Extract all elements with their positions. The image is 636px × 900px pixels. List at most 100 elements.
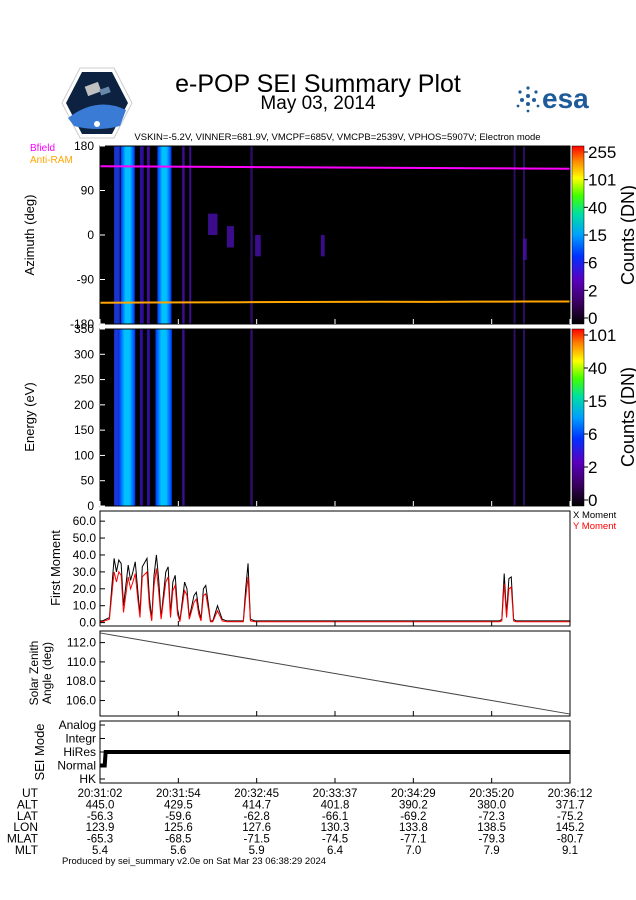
xaxis-cell: 5.9 (249, 845, 265, 857)
xaxis-cell: 20:36:12 (548, 788, 593, 800)
xaxis-cell: 127.6 (242, 822, 271, 834)
first-moment-ytick-label: 50.0 (73, 531, 97, 545)
azimuth-blob (523, 238, 527, 260)
azimuth-streak (114, 146, 120, 324)
colorbar-tick-label: 2 (588, 458, 597, 477)
azimuth-ytick-label: 90 (81, 184, 95, 198)
azimuth-colorbar (571, 145, 585, 325)
xaxis-cell: 20:31:02 (78, 788, 123, 800)
energy-ytick-label: 300 (74, 347, 94, 361)
sei-mode-ytick-label: HK (79, 772, 96, 786)
sei-mode-ylabel: SEI Mode (32, 723, 47, 780)
energy-ytick-label: 350 (74, 322, 94, 336)
xaxis-cell: -71.5 (244, 834, 270, 846)
energy-ytick-label: 0 (87, 499, 94, 513)
solar-zenith-ytick-label: 108.0 (66, 674, 96, 688)
xaxis-cell: -65.3 (87, 834, 113, 846)
bfield-line (99, 165, 571, 170)
xaxis-cell: 401.8 (321, 799, 350, 811)
energy-ylabel: Energy (eV) (22, 382, 37, 451)
azimuth-ylabel: Azimuth (deg) (22, 195, 37, 276)
energy-colorbar (571, 328, 585, 507)
xaxis-row-label: MLAT (7, 832, 39, 846)
legend-y-moment: Y Moment (573, 521, 616, 532)
azimuth-ytick-label: 0 (87, 228, 94, 242)
xaxis-cell: 429.5 (164, 799, 193, 811)
first-moment-ytick-label: 60.0 (73, 514, 97, 528)
solar-zenith-ylabel-1: Solar Zenith (27, 641, 41, 706)
sei-mode-ytick-label: Normal (57, 759, 96, 773)
xaxis-cell: -75.2 (557, 811, 583, 823)
colorbar-tick-label: 15 (588, 226, 607, 245)
legend-antiram: Anti-RAM (30, 155, 73, 166)
xaxis-cell: 20:33:37 (313, 788, 358, 800)
x-moment-line (100, 554, 570, 622)
colorbar-tick-label: 255 (588, 143, 616, 162)
solar-zenith-ylabel-2: Angle (deg) (40, 642, 54, 704)
legend-x-moment: X Moment (573, 510, 617, 521)
xaxis-cell: 9.1 (562, 845, 578, 857)
azimuth-streak (147, 146, 150, 324)
xaxis-cell: 6.4 (327, 845, 344, 857)
energy-streak (182, 329, 185, 506)
colorbar-tick-label: 2 (588, 281, 597, 300)
energy-streak (147, 329, 150, 506)
esa-logo-text: esa (542, 83, 589, 114)
first-moment-ytick-label: 40.0 (73, 548, 97, 562)
xaxis-cell: -62.8 (244, 811, 270, 823)
azimuth-streak (139, 146, 144, 324)
energy-streak (139, 329, 143, 506)
energy-ytick-label: 150 (74, 423, 94, 437)
colorbar-tick-label: 101 (588, 171, 616, 190)
xaxis-cell: 145.2 (556, 822, 585, 834)
first-moment-ytick-label: 0.0 (79, 616, 96, 630)
solar-zenith-ytick-label: 106.0 (66, 694, 96, 708)
energy-streak (114, 329, 119, 506)
solar-zenith-ytick-label: 112.0 (67, 636, 96, 650)
azimuth-colorbar-label: Counts (DN) (618, 185, 636, 285)
azimuth-plot-area (100, 146, 570, 324)
footer-credit: Produced by sei_summary v2.0e on Sat Mar… (62, 856, 327, 867)
azimuth-blob (255, 235, 261, 257)
xaxis-cell: 20:35:20 (469, 788, 514, 800)
xaxis-cell: -74.5 (322, 834, 348, 846)
xaxis-cell: 7.0 (405, 845, 421, 857)
azimuth-blob (226, 226, 234, 248)
antiram-line (99, 300, 571, 304)
xaxis-cell: 445.0 (86, 799, 115, 811)
energy-streak (155, 329, 172, 506)
colorbar-tick-label: 101 (588, 326, 616, 345)
plot-date: May 03, 2014 (260, 93, 376, 114)
first-moment-ytick-label: 10.0 (73, 599, 97, 613)
sei-mode-ytick-label: HiRes (63, 745, 96, 759)
azimuth-streak (182, 146, 185, 324)
azimuth-streak (120, 146, 135, 324)
sei-mode-ytick-label: Analog (59, 718, 96, 732)
xaxis-cell: 390.2 (399, 799, 428, 811)
energy-ytick-label: 50 (81, 474, 95, 488)
colorbar-tick-label: 40 (588, 359, 607, 378)
azimuth-streak (250, 146, 253, 324)
xaxis-cell: 123.9 (86, 822, 115, 834)
xaxis-row-label: UT (22, 786, 39, 800)
xaxis-cell: -69.2 (400, 811, 426, 823)
energy-streak (513, 329, 516, 506)
energy-streak (118, 329, 136, 506)
solar-zenith-line (99, 632, 571, 715)
colorbar-tick-label: 6 (588, 425, 597, 444)
esa-logo: esa (512, 78, 612, 118)
xaxis-cell: 20:34:29 (391, 788, 436, 800)
colorbar-tick-label: 6 (588, 254, 597, 273)
xaxis-row-label: LON (13, 820, 38, 834)
xaxis-cell: -80.7 (557, 834, 583, 846)
azimuth-ytick-label: 180 (74, 139, 94, 153)
azimuth-ytick-label: -90 (77, 273, 95, 287)
sei-mode-ytick-label: Integr (65, 732, 96, 746)
xaxis-cell: 371.7 (556, 799, 585, 811)
first-moment-ylabel: First Moment (48, 530, 63, 606)
instrument-parameters: VSKIN=-5.2V, VINNER=681.9V, VMCPF=685V, … (134, 132, 541, 143)
colorbar-tick-label: 40 (588, 198, 607, 217)
first-moment-plot-area (99, 510, 571, 627)
xaxis-row-label: LAT (17, 809, 39, 823)
